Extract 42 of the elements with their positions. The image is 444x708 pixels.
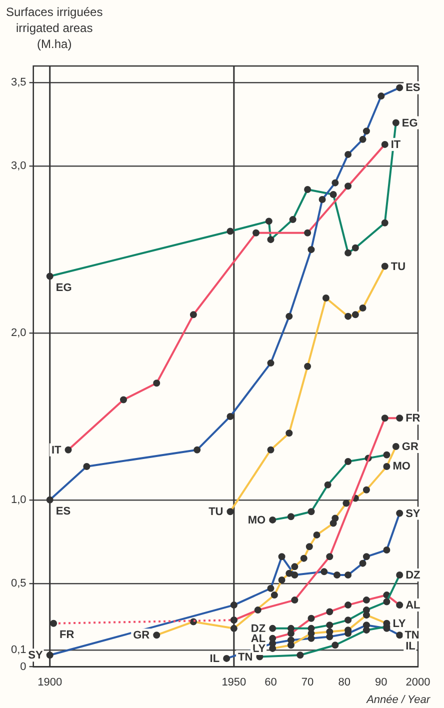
text: IT — [51, 444, 62, 456]
series-label: FR — [60, 628, 74, 641]
text: TN — [404, 629, 420, 642]
x-tick-label: 60 — [264, 676, 277, 688]
y-tick-label: 1,0 — [10, 494, 26, 506]
series-label: TN — [238, 651, 253, 664]
series-label: EG — [402, 117, 418, 130]
x-tick-label: 2000 — [406, 676, 430, 688]
text: GR — [133, 630, 150, 642]
text: AL — [250, 632, 266, 645]
y-tick-label: 0,5 — [10, 577, 26, 590]
text: SY — [28, 650, 43, 662]
series-label: AL — [406, 600, 421, 612]
series-label: SY — [406, 508, 421, 520]
y-tick-label: 3,5 — [10, 76, 26, 89]
x-tick-label: 1950 — [222, 676, 246, 688]
y-tick-label: 2,0 — [10, 327, 26, 340]
text: DZ — [250, 622, 266, 635]
y-tick-label: 3,0 — [10, 160, 26, 172]
series-label: IL — [210, 652, 220, 665]
series-label: DZ — [406, 570, 421, 582]
series-label: GR — [402, 441, 418, 454]
text: MO — [392, 460, 410, 472]
text: TU — [208, 506, 224, 518]
y-tick-label: 0 — [20, 660, 26, 673]
series-label: TU — [390, 260, 406, 273]
x-tick-label: 1900 — [38, 676, 62, 688]
series-label: MO — [248, 514, 266, 526]
series-label: ES — [406, 82, 420, 94]
text: LY — [252, 642, 266, 655]
series-label: IT — [390, 138, 401, 151]
y-axis-title: Surfaces irriguées irrigated areas (M.ha) — [6, 4, 103, 52]
series-label: LY — [392, 618, 406, 630]
x-tick-label: 90 — [375, 676, 388, 688]
x-axis-title: Année / Year — [366, 694, 430, 706]
x-tick-label: 70 — [301, 676, 314, 688]
x-tick-label: 80 — [338, 676, 350, 688]
series-label: FR — [406, 412, 420, 425]
text: ES — [56, 505, 71, 518]
y-tick-label: 0,1 — [10, 644, 26, 656]
text: IL — [406, 640, 416, 653]
text: EG — [56, 282, 72, 294]
